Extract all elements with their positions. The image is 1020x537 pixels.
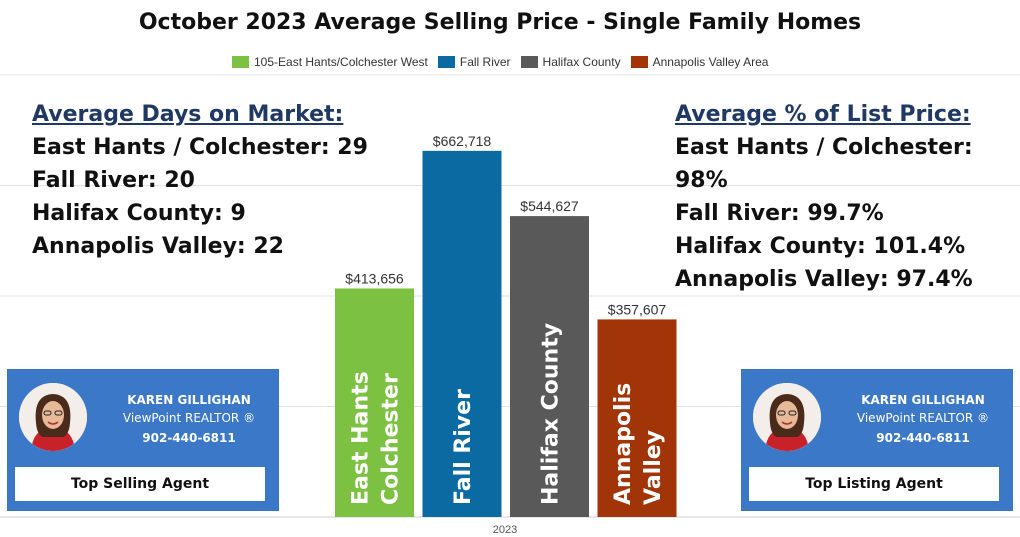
data-label: $357,607 — [608, 301, 667, 317]
agent-name: KAREN GILLIGHAN — [861, 393, 985, 407]
bar-category-label: Halifax County — [539, 323, 564, 505]
agent-info: KAREN GILLIGHAN ViewPoint REALTOR ® 902-… — [99, 391, 279, 447]
legend-item-fall-river[interactable]: Fall River — [437, 55, 511, 69]
days-on-market-panel: Average Days on Market: East Hants / Col… — [32, 98, 368, 263]
list-price-heading: Average % of List Price: — [675, 102, 971, 127]
agent-card-selling: KAREN GILLIGHAN ViewPoint REALTOR ® 902-… — [7, 369, 279, 511]
bar-category-label: Colchester — [379, 373, 404, 505]
agent-avatar — [19, 383, 87, 451]
agent-avatar — [753, 383, 821, 451]
legend-swatch — [630, 56, 648, 68]
agent-name: KAREN GILLIGHAN — [127, 393, 251, 407]
days-on-market-line: Halifax County: 9 — [32, 201, 246, 226]
days-on-market-line: Fall River: 20 — [32, 168, 195, 193]
legend-swatch — [520, 56, 538, 68]
data-label: $544,627 — [520, 198, 579, 214]
legend-label: 105-East Hants/Colchester West — [254, 55, 428, 69]
agent-title: ViewPoint REALTOR ® — [122, 411, 256, 425]
list-price-line: Fall River: 99.7% — [675, 201, 884, 226]
list-price-line: Halifax County: 101.4% — [675, 234, 966, 259]
bar — [597, 319, 677, 517]
agent-phone[interactable]: 902-440-6811 — [876, 431, 970, 445]
bar — [335, 288, 414, 517]
bar-category-label: East Hants — [349, 371, 374, 505]
chart-legend: 105-East Hants/Colchester West Fall Rive… — [232, 55, 768, 69]
legend-label: Annapolis Valley Area — [652, 55, 769, 69]
legend-item-east-hants[interactable]: 105-East Hants/Colchester West — [232, 55, 428, 69]
x-tick-label: 2023 — [493, 524, 517, 536]
chart-title: October 2023 Average Selling Price - Sin… — [138, 10, 862, 35]
data-label: $413,656 — [345, 270, 404, 286]
days-on-market-line: East Hants / Colchester: 29 — [32, 135, 368, 160]
agent-phone[interactable]: 902-440-6811 — [142, 431, 236, 445]
agent-card-listing: KAREN GILLIGHAN ViewPoint REALTOR ® 902-… — [741, 369, 1013, 511]
agent-title: ViewPoint REALTOR ® — [856, 411, 990, 425]
legend-label: Halifax County — [542, 55, 621, 69]
legend-item-annapolis-valley[interactable]: Annapolis Valley Area — [630, 55, 769, 69]
days-on-market-line: Annapolis Valley: 22 — [32, 234, 284, 259]
bar-category-label: Fall River — [451, 389, 476, 505]
list-price-panel: Average % of List Price: East Hants / Co… — [675, 98, 1020, 296]
bar — [422, 150, 502, 517]
data-label: $662,718 — [433, 133, 492, 149]
legend-item-halifax-county[interactable]: Halifax County — [520, 55, 621, 69]
top-listing-agent-badge: Top Listing Agent — [749, 467, 999, 501]
bar — [510, 216, 589, 518]
list-price-line: East Hants / Colchester: 98% — [675, 135, 973, 193]
legend-swatch — [437, 56, 455, 68]
legend-swatch — [232, 56, 249, 68]
bar-category-label: Annapolis — [611, 383, 636, 505]
bar-category-label: Valley — [641, 430, 666, 505]
days-on-market-heading: Average Days on Market: — [32, 102, 344, 127]
legend-label: Fall River — [459, 55, 511, 69]
top-selling-agent-badge: Top Selling Agent — [15, 467, 265, 501]
list-price-line: Annapolis Valley: 97.4% — [675, 267, 973, 292]
agent-info: KAREN GILLIGHAN ViewPoint REALTOR ® 902-… — [833, 391, 1013, 447]
